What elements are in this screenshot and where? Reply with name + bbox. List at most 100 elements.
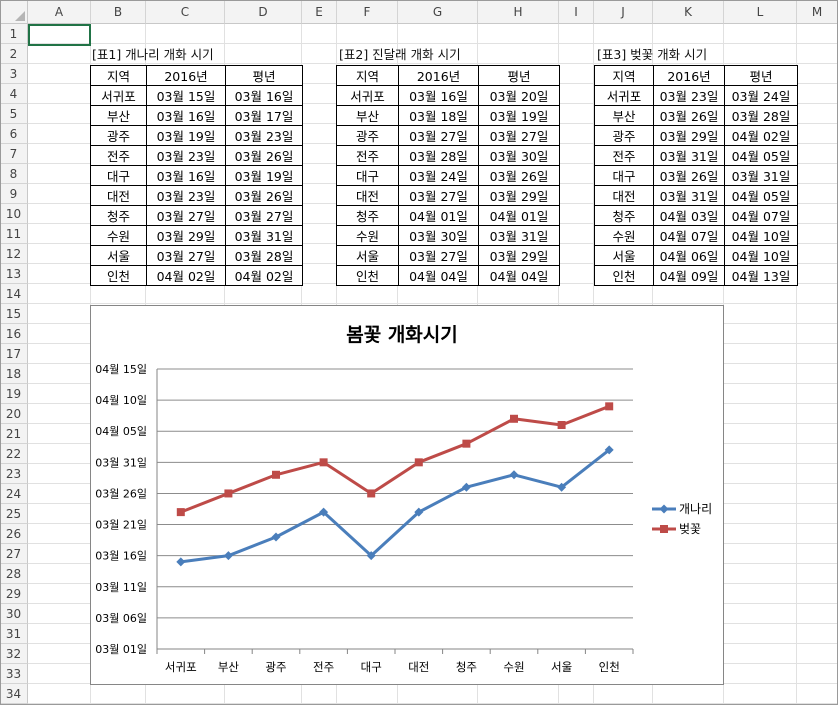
date-average-cell[interactable]: 03월 19일 [478,105,560,126]
column-heading[interactable]: 지역 [594,65,654,86]
row-header-12[interactable]: 12 [0,244,28,264]
row-header-11[interactable]: 11 [0,224,28,244]
region-cell[interactable]: 서귀포 [90,85,147,106]
line-chart[interactable]: 봄꽃 개화시기 03월 01일 03월 06일 03월 11일 03월 16일 03월 2… [90,305,724,685]
row-header-27[interactable]: 27 [0,544,28,564]
column-heading[interactable]: 2016년 [398,65,479,86]
region-cell[interactable]: 광주 [336,125,399,146]
column-header-d[interactable]: D [225,0,302,24]
date-2016-cell[interactable]: 04월 09일 [653,265,725,286]
column-header-l[interactable]: L [724,0,797,24]
row-header-32[interactable]: 32 [0,644,28,664]
date-2016-cell[interactable]: 04월 06일 [653,245,725,266]
date-2016-cell[interactable]: 03월 27일 [146,205,226,226]
region-cell[interactable]: 전주 [336,145,399,166]
row-header-3[interactable]: 3 [0,64,28,84]
row-header-34[interactable]: 34 [0,684,28,704]
date-average-cell[interactable]: 04월 13일 [724,265,798,286]
region-cell[interactable]: 대구 [594,165,654,186]
date-2016-cell[interactable]: 03월 15일 [146,85,226,106]
date-2016-cell[interactable]: 03월 23일 [146,145,226,166]
date-2016-cell[interactable]: 03월 16일 [398,85,479,106]
row-header-4[interactable]: 4 [0,84,28,104]
date-2016-cell[interactable]: 03월 31일 [653,145,725,166]
date-2016-cell[interactable]: 03월 27일 [398,185,479,206]
row-header-10[interactable]: 10 [0,204,28,224]
column-header-j[interactable]: J [594,0,653,24]
column-heading[interactable]: 2016년 [146,65,226,86]
date-average-cell[interactable]: 04월 05일 [724,145,798,166]
date-average-cell[interactable]: 03월 19일 [225,165,303,186]
date-2016-cell[interactable]: 03월 27일 [398,245,479,266]
date-2016-cell[interactable]: 03월 24일 [398,165,479,186]
region-cell[interactable]: 인천 [90,265,147,286]
region-cell[interactable]: 수원 [90,225,147,246]
column-header-k[interactable]: K [653,0,724,24]
date-2016-cell[interactable]: 03월 26일 [653,105,725,126]
date-average-cell[interactable]: 03월 20일 [478,85,560,106]
date-2016-cell[interactable]: 03월 31일 [653,185,725,206]
date-average-cell[interactable]: 04월 07일 [724,205,798,226]
row-header-1[interactable]: 1 [0,24,28,44]
region-cell[interactable]: 인천 [594,265,654,286]
date-average-cell[interactable]: 03월 17일 [225,105,303,126]
date-2016-cell[interactable]: 03월 27일 [398,125,479,146]
date-2016-cell[interactable]: 03월 29일 [146,225,226,246]
date-2016-cell[interactable]: 03월 18일 [398,105,479,126]
column-header-f[interactable]: F [337,0,398,24]
date-2016-cell[interactable]: 04월 03일 [653,205,725,226]
date-average-cell[interactable]: 03월 26일 [225,185,303,206]
row-header-21[interactable]: 21 [0,424,28,444]
column-heading[interactable]: 2016년 [653,65,725,86]
row-header-7[interactable]: 7 [0,144,28,164]
row-header-18[interactable]: 18 [0,364,28,384]
region-cell[interactable]: 대구 [336,165,399,186]
column-header-m[interactable]: M [797,0,838,24]
region-cell[interactable]: 청주 [336,205,399,226]
date-average-cell[interactable]: 04월 02일 [724,125,798,146]
row-header-15[interactable]: 15 [0,304,28,324]
date-2016-cell[interactable]: 03월 27일 [146,245,226,266]
date-2016-cell[interactable]: 03월 16일 [146,165,226,186]
date-2016-cell[interactable]: 03월 28일 [398,145,479,166]
date-2016-cell[interactable]: 04월 07일 [653,225,725,246]
column-header-a[interactable]: A [28,0,91,24]
column-heading[interactable]: 평년 [225,65,303,86]
date-average-cell[interactable]: 03월 29일 [478,245,560,266]
row-header-22[interactable]: 22 [0,444,28,464]
row-header-19[interactable]: 19 [0,384,28,404]
region-cell[interactable]: 대구 [90,165,147,186]
date-2016-cell[interactable]: 03월 29일 [653,125,725,146]
row-header-9[interactable]: 9 [0,184,28,204]
date-average-cell[interactable]: 03월 28일 [724,105,798,126]
row-header-5[interactable]: 5 [0,104,28,124]
row-header-24[interactable]: 24 [0,484,28,504]
row-header-25[interactable]: 25 [0,504,28,524]
date-2016-cell[interactable]: 03월 19일 [146,125,226,146]
date-average-cell[interactable]: 03월 27일 [478,125,560,146]
date-average-cell[interactable]: 04월 10일 [724,225,798,246]
column-header-h[interactable]: H [478,0,559,24]
row-header-13[interactable]: 13 [0,264,28,284]
region-cell[interactable]: 부산 [90,105,147,126]
column-heading[interactable]: 평년 [724,65,798,86]
row-header-28[interactable]: 28 [0,564,28,584]
column-header-e[interactable]: E [302,0,337,24]
date-2016-cell[interactable]: 03월 23일 [653,85,725,106]
date-average-cell[interactable]: 04월 01일 [478,205,560,226]
date-average-cell[interactable]: 03월 26일 [478,165,560,186]
region-cell[interactable]: 대전 [594,185,654,206]
row-header-33[interactable]: 33 [0,664,28,684]
region-cell[interactable]: 서귀포 [336,85,399,106]
column-heading[interactable]: 지역 [90,65,147,86]
region-cell[interactable]: 서귀포 [594,85,654,106]
region-cell[interactable]: 청주 [594,205,654,226]
select-all-corner[interactable] [0,0,28,24]
date-average-cell[interactable]: 03월 16일 [225,85,303,106]
date-2016-cell[interactable]: 03월 16일 [146,105,226,126]
date-average-cell[interactable]: 03월 24일 [724,85,798,106]
date-average-cell[interactable]: 03월 23일 [225,125,303,146]
date-average-cell[interactable]: 03월 26일 [225,145,303,166]
date-average-cell[interactable]: 03월 27일 [225,205,303,226]
